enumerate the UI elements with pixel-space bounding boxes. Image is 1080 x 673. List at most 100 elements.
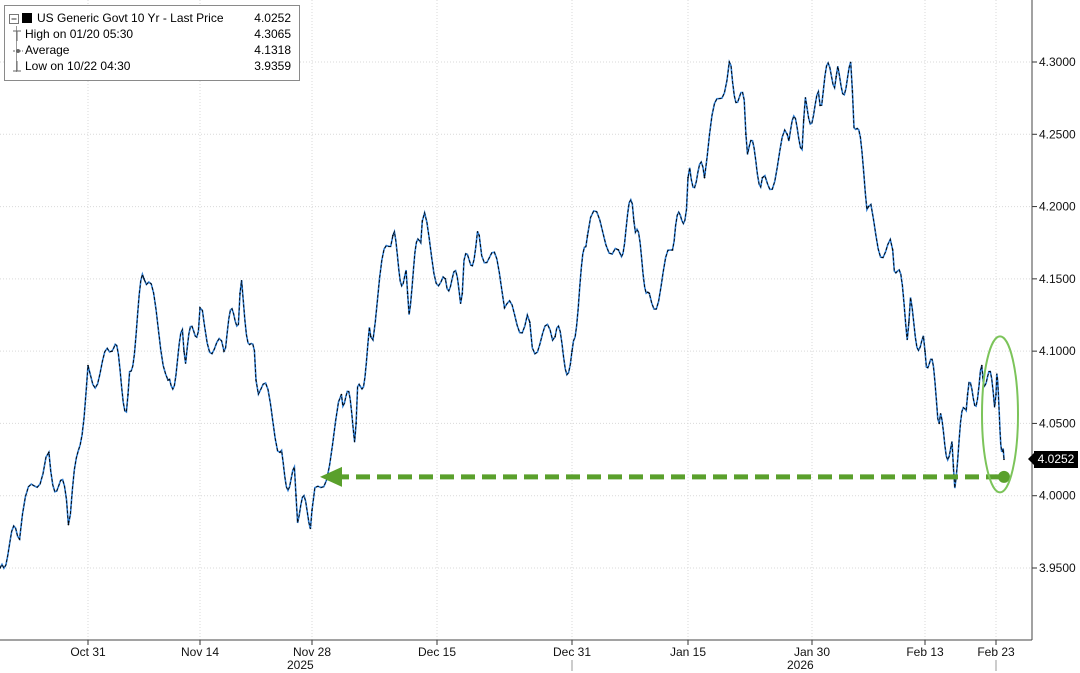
legend-last-value: 4.0252 xyxy=(254,11,291,25)
legend-row-average: Average 4.1318 xyxy=(5,42,299,58)
series-swatch-icon xyxy=(22,13,32,23)
data-point xyxy=(279,451,281,454)
data-point xyxy=(370,335,372,338)
data-point xyxy=(167,379,169,381)
year-label: 2025 xyxy=(287,658,314,672)
price-line-black xyxy=(0,60,1005,570)
data-point xyxy=(239,292,241,295)
arrow-head xyxy=(320,466,342,487)
data-point xyxy=(311,509,313,511)
x-tick-label: Jan 15 xyxy=(670,645,706,659)
data-point xyxy=(183,350,185,352)
legend-title: US Generic Govt 10 Yr - Last Price xyxy=(37,11,224,25)
annotation-dot xyxy=(998,470,1010,483)
data-point xyxy=(503,306,506,309)
data-point xyxy=(952,466,955,468)
legend-low-label: Low on 10/22 04:30 xyxy=(25,59,131,73)
data-point xyxy=(633,220,635,222)
legend-row-low: Low on 10/22 04:30 3.9359 xyxy=(5,58,299,74)
chart-annotations xyxy=(320,335,1019,494)
y-tick-label: 4.0000 xyxy=(1039,489,1076,503)
y-tick-label: 4.0500 xyxy=(1039,416,1076,430)
x-tick-label: Nov 28 xyxy=(293,645,331,659)
data-point xyxy=(851,90,854,92)
data-point xyxy=(966,393,969,396)
legend-high-label: High on 01/20 05:30 xyxy=(25,27,134,41)
x-tick-label: Oct 31 xyxy=(70,645,106,659)
data-point xyxy=(67,523,70,526)
collapse-icon[interactable] xyxy=(9,12,21,24)
data-point xyxy=(586,234,589,237)
y-tick-label: 4.1500 xyxy=(1039,272,1076,286)
data-point xyxy=(745,133,747,136)
data-point xyxy=(995,393,997,396)
x-tick-label: Dec 15 xyxy=(418,645,456,659)
data-point xyxy=(703,176,706,179)
data-point xyxy=(529,321,531,324)
data-point xyxy=(421,220,424,222)
data-point xyxy=(255,379,257,381)
data-point xyxy=(891,249,894,251)
highlight-ellipse xyxy=(981,335,1019,494)
data-point xyxy=(1003,458,1005,461)
price-line-blue xyxy=(0,59,1005,570)
data-point xyxy=(908,321,910,324)
legend-row-last-price: US Generic Govt 10 Yr - Last Price 4.025… xyxy=(5,10,299,26)
x-tick-label: Jan 30 xyxy=(794,645,830,659)
y-tick-label: 4.2000 xyxy=(1039,200,1076,214)
legend-row-high: High on 01/20 05:30 4.3065 xyxy=(5,26,299,42)
chart-grid xyxy=(0,0,1032,640)
data-point xyxy=(867,205,870,208)
data-point xyxy=(981,364,983,367)
legend-low-value: 3.9359 xyxy=(254,59,291,73)
data-point xyxy=(835,75,838,78)
data-point xyxy=(819,104,821,107)
data-point xyxy=(617,249,620,251)
data-point xyxy=(406,292,409,295)
y-tick-label: 4.3000 xyxy=(1039,55,1076,69)
x-tick-label: Feb 23 xyxy=(977,645,1015,659)
data-point xyxy=(392,234,394,237)
legend-average-value: 4.1318 xyxy=(254,43,291,57)
y-tick-label: 4.1000 xyxy=(1039,344,1076,358)
data-point xyxy=(461,292,464,295)
data-point xyxy=(687,176,689,179)
high-marker-icon xyxy=(9,28,21,41)
y-tick-label: 4.2500 xyxy=(1039,127,1076,141)
data-point xyxy=(87,364,89,367)
average-marker-icon xyxy=(9,44,23,56)
low-marker-icon xyxy=(9,60,21,72)
data-point xyxy=(938,422,940,425)
data-point xyxy=(355,422,357,425)
data-point xyxy=(340,393,343,396)
price-series xyxy=(0,59,1005,570)
data-point xyxy=(554,335,556,338)
data-point xyxy=(571,350,573,352)
y-tick-label: 3.9500 xyxy=(1039,561,1076,575)
x-tick-label: Dec 31 xyxy=(553,645,591,659)
data-point xyxy=(924,350,926,352)
chart-legend: US Generic Govt 10 Yr - Last Price 4.025… xyxy=(4,5,300,81)
data-point xyxy=(671,249,674,251)
data-point xyxy=(786,133,788,136)
data-point xyxy=(648,292,651,295)
x-tick-label: Feb 13 xyxy=(906,645,944,659)
data-point xyxy=(111,350,113,352)
data-point xyxy=(199,306,201,309)
data-point xyxy=(48,451,50,454)
x-tick-label: Nov 14 xyxy=(181,645,219,659)
data-point xyxy=(127,393,129,396)
data-point xyxy=(0,567,1,569)
data-point xyxy=(295,494,297,497)
legend-tree-line xyxy=(16,26,17,72)
data-point xyxy=(18,538,21,540)
legend-high-value: 4.3065 xyxy=(254,27,291,41)
data-point xyxy=(761,176,764,179)
data-point xyxy=(444,278,447,280)
data-point xyxy=(802,119,805,121)
data-point xyxy=(143,278,145,280)
last-price-badge: 4.0252 xyxy=(1028,451,1078,468)
data-point xyxy=(223,350,225,352)
